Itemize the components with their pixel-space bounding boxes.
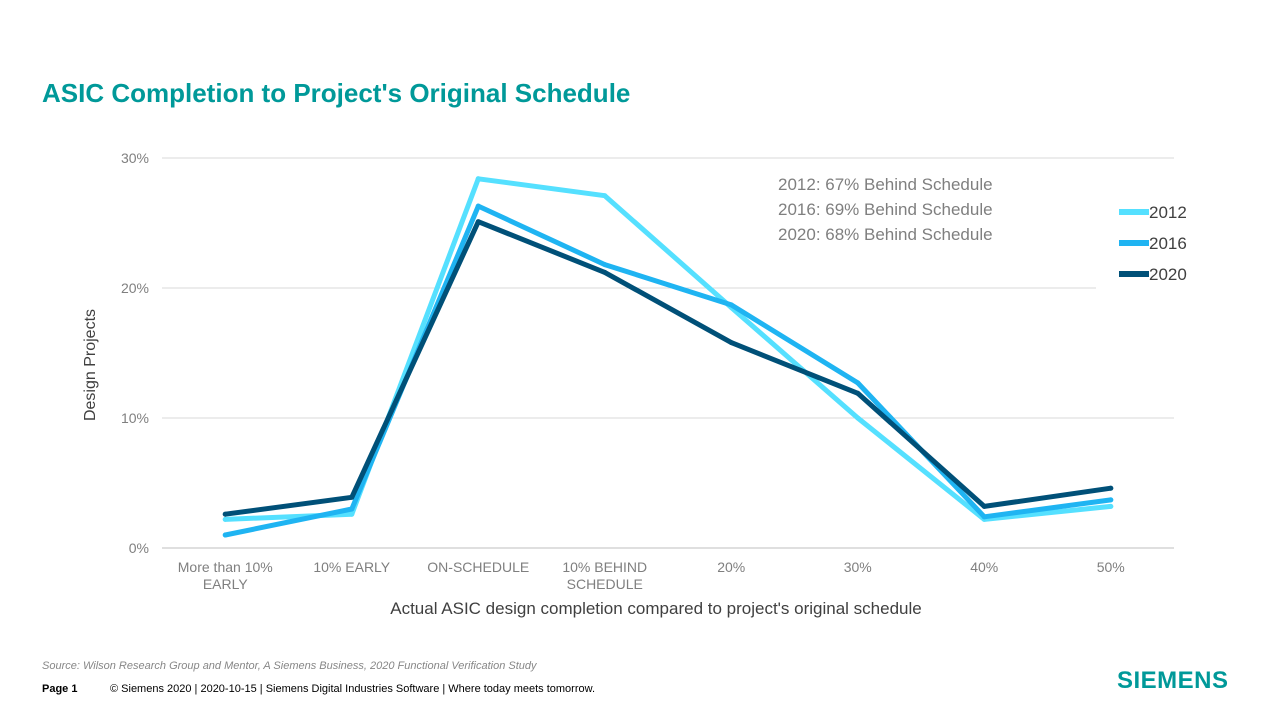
data-point-2012 [855, 415, 861, 421]
page-number: Page 1 [42, 683, 78, 695]
data-point-2020 [728, 340, 734, 346]
x-tick-label: ON-SCHEDULE [427, 559, 529, 575]
x-tick-label-line: 50% [1097, 559, 1125, 575]
legend-label: 2016 [1149, 234, 1187, 253]
y-tick-label: 20% [121, 280, 149, 296]
data-point-2016 [349, 506, 355, 512]
data-point-2020 [981, 503, 987, 509]
x-tick-label-line: 20% [717, 559, 745, 575]
footer: Page 1 © Siemens 2020 | 2020-10-15 | Siem… [42, 683, 595, 695]
x-tick-label-line: 10% EARLY [313, 559, 390, 575]
x-tick-label: 30% [844, 559, 872, 575]
x-tick-label-line: More than 10% [178, 559, 273, 575]
y-tick-label: 30% [121, 150, 149, 166]
data-point-2016 [602, 262, 608, 268]
data-point-2020 [855, 390, 861, 396]
data-point-2020 [222, 511, 228, 517]
data-point-2012 [1108, 503, 1114, 509]
x-tick-label: 50% [1097, 559, 1125, 575]
slide-title: ASIC Completion to Project's Original Sc… [42, 78, 631, 108]
data-point-2012 [349, 511, 355, 517]
data-point-2012 [475, 176, 481, 182]
siemens-logo: SIEMENS [1117, 667, 1229, 694]
data-point-2016 [728, 302, 734, 308]
data-point-2020 [602, 269, 608, 275]
x-axis-title: Actual ASIC design completion compared t… [390, 599, 921, 618]
y-tick-label: 10% [121, 410, 149, 426]
x-tick-label: 20% [717, 559, 745, 575]
series-line-2016 [222, 203, 1114, 538]
x-tick-label: 10% BEHIND SCHEDULE [562, 559, 647, 592]
x-tick-label-line: ON-SCHEDULE [427, 559, 529, 575]
data-point-2016 [981, 514, 987, 520]
x-tick-label-line: 10% BEHIND [562, 559, 647, 575]
data-point-2016 [475, 203, 481, 209]
y-tick-label: 0% [129, 540, 149, 556]
footer-text: © Siemens 2020 | 2020-10-15 | Siemens Di… [110, 683, 596, 695]
source-note: Source: Wilson Research Group and Mentor… [42, 660, 537, 672]
x-tick-label: More than 10% EARLY [178, 559, 273, 592]
series-line-2020 [222, 219, 1114, 517]
data-point-2020 [475, 219, 481, 225]
data-point-2016 [222, 532, 228, 538]
data-point-2012 [222, 516, 228, 522]
x-tick-label-line: 30% [844, 559, 872, 575]
annotation-text: 2020: 68% Behind Schedule [778, 225, 993, 244]
data-point-2020 [349, 494, 355, 500]
x-tick-label-line: EARLY [203, 576, 249, 592]
legend-label: 2020 [1149, 265, 1187, 284]
x-tick-label: 10% EARLY [313, 559, 390, 575]
annotation-text: 2012: 67% Behind Schedule [778, 175, 993, 194]
data-point-2020 [1108, 485, 1114, 491]
x-tick-label-line: 40% [970, 559, 998, 575]
legend-label: 2012 [1149, 203, 1187, 222]
x-tick-label: 40% [970, 559, 998, 575]
x-tick-label-line: SCHEDULE [567, 576, 643, 592]
data-point-2016 [1108, 497, 1114, 503]
data-point-2012 [602, 193, 608, 199]
y-axis-title: Design Projects [82, 309, 99, 421]
annotation-text: 2016: 69% Behind Schedule [778, 200, 993, 219]
data-point-2016 [855, 380, 861, 386]
